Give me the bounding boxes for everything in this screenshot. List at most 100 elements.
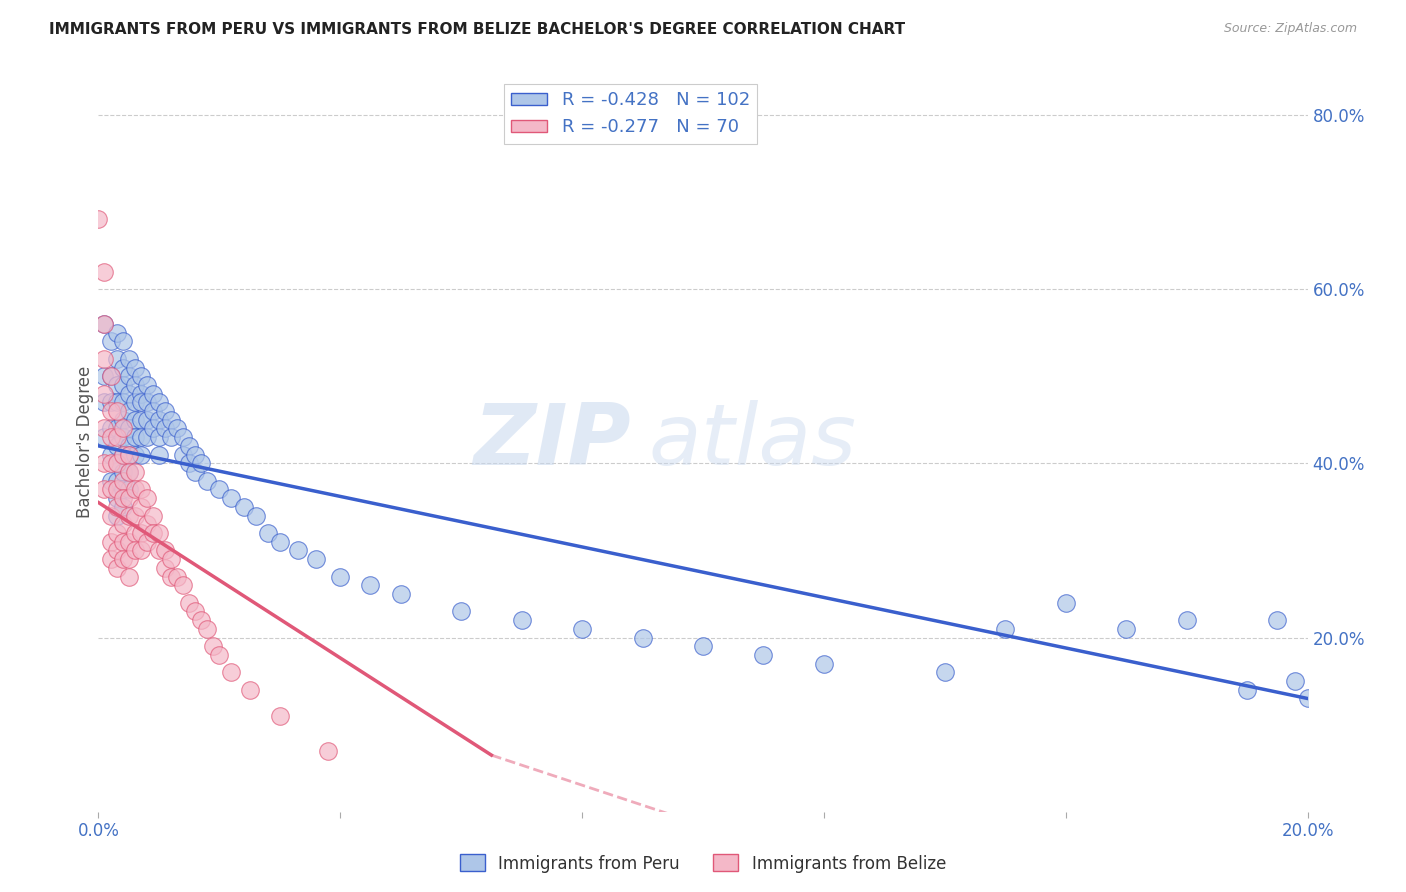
Point (124, 430, 146, 444)
Point (135, 395, 157, 409)
Point (93, 421, 115, 435)
Point (135, 491, 157, 505)
Point (179, 456, 201, 470)
Point (93, 483, 115, 497)
Point (111, 552, 134, 566)
Point (100, 552, 122, 566)
Point (87, 212, 110, 227)
Point (148, 413, 170, 427)
Point (148, 543, 170, 558)
Point (184, 465, 207, 479)
Point (105, 456, 128, 470)
Point (269, 709, 291, 723)
Point (100, 474, 122, 488)
Point (305, 552, 328, 566)
Point (166, 569, 188, 583)
Point (256, 526, 278, 541)
Point (1175, 613, 1198, 627)
Point (129, 413, 152, 427)
Point (118, 439, 141, 453)
Point (232, 500, 254, 514)
Point (111, 491, 134, 505)
Point (105, 508, 128, 523)
Point (124, 526, 146, 541)
Text: Source: ZipAtlas.com: Source: ZipAtlas.com (1223, 22, 1357, 36)
Point (148, 395, 170, 409)
Point (190, 456, 212, 470)
Legend: R = -0.428   N = 102, R = -0.277   N = 70: R = -0.428 N = 102, R = -0.277 N = 70 (503, 84, 756, 144)
Point (105, 378, 128, 392)
Point (129, 483, 152, 497)
Point (142, 386, 165, 401)
Point (135, 378, 157, 392)
Point (124, 483, 146, 497)
Point (93, 386, 115, 401)
Point (160, 552, 183, 566)
Point (93, 265, 115, 279)
Point (105, 561, 128, 575)
Point (129, 386, 152, 401)
Point (631, 631, 654, 645)
Point (111, 465, 134, 479)
Point (111, 430, 134, 444)
Point (93, 317, 115, 331)
Point (105, 491, 128, 505)
Point (111, 413, 134, 427)
Point (179, 439, 201, 453)
Point (118, 569, 141, 583)
Point (135, 413, 157, 427)
Point (1296, 691, 1319, 706)
Point (111, 474, 134, 488)
Point (118, 448, 141, 462)
Point (100, 483, 122, 497)
Point (124, 543, 146, 558)
Point (105, 483, 128, 497)
Point (129, 500, 152, 514)
Point (93, 430, 115, 444)
Point (118, 491, 141, 505)
Point (118, 465, 141, 479)
Point (118, 483, 141, 497)
Point (118, 351, 141, 366)
Point (129, 430, 152, 444)
Point (142, 526, 165, 541)
Point (118, 369, 141, 384)
Point (813, 657, 835, 671)
Point (129, 543, 152, 558)
Point (105, 543, 128, 558)
Point (124, 413, 146, 427)
Point (118, 386, 141, 401)
Point (100, 334, 122, 349)
Point (172, 448, 194, 462)
Point (111, 483, 134, 497)
Point (100, 534, 122, 549)
Point (160, 430, 183, 444)
Point (105, 500, 128, 514)
Point (118, 404, 141, 418)
Point (179, 596, 201, 610)
Point (105, 395, 128, 409)
Text: atlas: atlas (648, 400, 856, 483)
Point (93, 317, 115, 331)
Point (172, 578, 194, 592)
Point (510, 613, 533, 627)
Point (221, 665, 243, 680)
Point (100, 456, 122, 470)
Point (208, 483, 231, 497)
Point (118, 534, 141, 549)
Point (160, 413, 183, 427)
Point (160, 569, 183, 583)
Point (148, 448, 170, 462)
Point (1236, 682, 1258, 697)
Point (124, 378, 146, 392)
Point (118, 508, 141, 523)
Point (450, 604, 472, 618)
Point (100, 404, 122, 418)
Point (184, 448, 207, 462)
Point (287, 543, 309, 558)
Point (124, 360, 146, 375)
Point (93, 395, 115, 409)
Point (111, 378, 134, 392)
Point (93, 456, 115, 470)
Point (111, 448, 134, 462)
